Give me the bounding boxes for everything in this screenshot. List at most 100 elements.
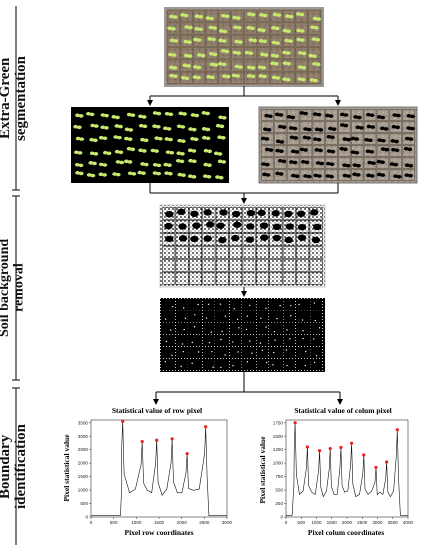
statistic-curve <box>286 422 408 516</box>
tray-cell <box>192 47 206 60</box>
seedling <box>221 13 226 18</box>
seedling-mask <box>181 173 186 177</box>
x-tick-label: 1000 <box>131 520 142 525</box>
removed-seedling <box>370 125 376 129</box>
cleaned-cell <box>230 336 242 346</box>
seedling-mask <box>179 159 185 164</box>
removed-seedling <box>395 125 400 130</box>
tray-cell <box>363 133 377 145</box>
seedling <box>183 13 189 18</box>
tray-cell <box>231 59 244 72</box>
removed-seedling <box>369 174 375 178</box>
tray-cell <box>308 71 321 84</box>
cleaned-cell <box>243 324 255 335</box>
seedling <box>173 39 179 43</box>
seedling-blob <box>259 222 269 229</box>
seedling <box>300 77 306 82</box>
cleaned-cell <box>297 324 309 335</box>
removed-seedling <box>328 126 333 131</box>
tray-cell <box>402 109 415 121</box>
seedling-mask <box>119 160 125 165</box>
removed-seedling <box>312 112 318 116</box>
seedling-blob <box>192 222 201 229</box>
tray-cell <box>256 272 269 285</box>
seedling-mask <box>205 127 211 132</box>
removed-seedling <box>264 147 270 152</box>
tray-cell <box>175 272 189 285</box>
seedling <box>180 13 185 17</box>
seedling <box>250 26 255 31</box>
y-tick-label: 1750 <box>273 420 284 425</box>
seedling-mask <box>138 123 144 128</box>
removed-seedling <box>267 114 273 119</box>
stage-label-soil-removal: Soil background removal <box>0 196 34 380</box>
tray-cell <box>309 207 323 220</box>
x-tick-label: 500 <box>297 520 305 525</box>
x-tick-label: 2000 <box>342 520 353 525</box>
seedling-mask <box>142 124 148 129</box>
speck <box>298 303 300 306</box>
seedling <box>313 78 318 83</box>
seedling-mask <box>128 128 134 132</box>
tray-cell <box>231 34 244 47</box>
seedling-blob <box>257 209 266 217</box>
seedling <box>299 12 305 17</box>
cleaned-cell <box>256 347 269 358</box>
seedling-mask <box>90 173 96 178</box>
tray-cell <box>299 133 313 145</box>
seedling <box>168 65 174 70</box>
tray-cell <box>189 259 202 272</box>
seedling <box>271 40 277 45</box>
speck <box>181 343 184 345</box>
tray-cell <box>376 109 390 121</box>
seedling <box>221 62 227 67</box>
chart-title: Statistical value of row pixel <box>112 406 202 415</box>
removed-seedling <box>291 173 296 178</box>
seedling-mask <box>164 111 170 116</box>
seedling-mask <box>88 161 94 165</box>
tray-cell <box>269 71 283 84</box>
speck <box>302 330 304 332</box>
seedling <box>275 76 281 80</box>
cleaned-cell <box>203 336 215 346</box>
speck <box>183 328 185 331</box>
seedling-blob <box>190 210 199 217</box>
seedling-mask <box>156 171 162 176</box>
seedling <box>258 74 264 78</box>
removed-seedling <box>293 136 299 140</box>
seedling <box>258 39 264 43</box>
seedling <box>224 49 230 54</box>
removed-seedling <box>275 148 281 153</box>
seedling <box>167 26 173 31</box>
speck <box>220 366 222 369</box>
tray-cell <box>218 59 231 72</box>
cleaned-cell <box>256 301 269 311</box>
removed-seedling <box>393 162 399 167</box>
tray-cell <box>180 59 193 72</box>
cleaned-cell <box>216 312 228 323</box>
seedling-mask <box>75 171 80 175</box>
seedling <box>218 29 224 33</box>
removed-seedling <box>367 160 373 165</box>
tray-cell <box>299 169 313 181</box>
seedling-mask <box>79 137 85 141</box>
speck <box>220 338 222 341</box>
seedling-mask <box>106 151 112 156</box>
cleaned-cell <box>216 347 228 358</box>
seedling-mask <box>201 135 207 140</box>
removed-seedling <box>318 148 323 153</box>
seedling-mask <box>166 127 172 131</box>
removed-seedling <box>355 173 361 177</box>
removed-seedling <box>303 111 308 116</box>
removed-seedling <box>410 114 415 119</box>
cleaned-cell <box>243 301 255 311</box>
removed-seedling <box>380 138 386 143</box>
speck <box>276 317 278 320</box>
seedling <box>316 17 322 21</box>
cleaned-cell <box>163 347 175 358</box>
peak-marker <box>317 449 322 453</box>
cleaned-cell <box>297 336 309 346</box>
speck <box>304 364 307 367</box>
seedling <box>198 27 203 32</box>
removed-seedling <box>326 149 332 153</box>
